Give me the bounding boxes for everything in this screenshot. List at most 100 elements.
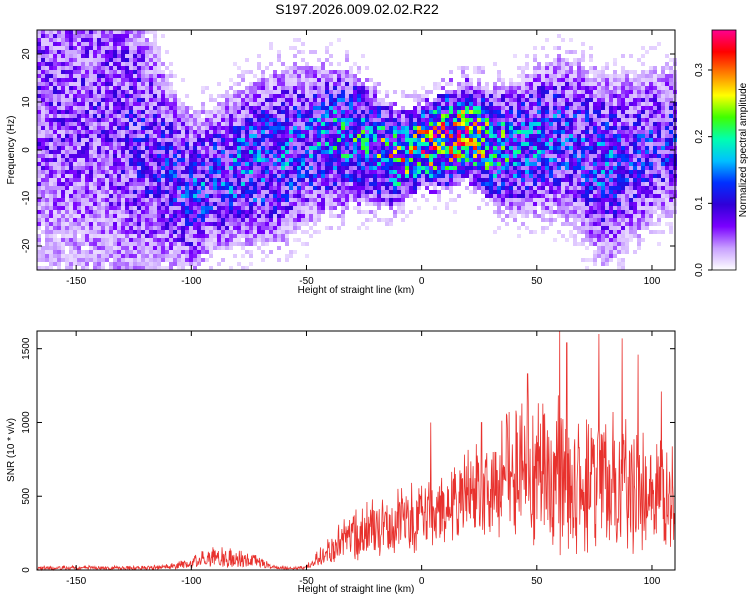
spectrogram-cell xyxy=(65,222,69,226)
spectrogram-cell xyxy=(353,134,357,138)
spectrogram-cell xyxy=(229,78,233,82)
spectrogram-cell xyxy=(145,142,149,146)
spectrogram-cell xyxy=(225,162,229,166)
spectrogram-cell xyxy=(73,46,77,50)
spectrogram-cell xyxy=(369,186,373,190)
spectrogram-cell xyxy=(261,110,265,114)
spectrogram-cell xyxy=(193,262,197,266)
spectrogram-cell xyxy=(65,54,69,58)
spectrogram-cell xyxy=(145,102,149,106)
spectrogram-cell xyxy=(369,122,373,126)
spectrogram-cell xyxy=(281,218,285,222)
spectrogram-cell xyxy=(129,258,133,262)
spectrogram-cell xyxy=(101,134,105,138)
spectrogram-cell xyxy=(149,210,153,214)
spectrogram-cell xyxy=(121,250,125,254)
spectrogram-cell xyxy=(329,62,333,66)
spectrogram-cell xyxy=(213,114,217,118)
spectrogram-cell xyxy=(81,82,85,86)
spectrogram-cell xyxy=(85,98,89,102)
spectrogram-cell xyxy=(249,122,253,126)
spectrogram-cell xyxy=(321,166,325,170)
spectrogram-cell xyxy=(249,182,253,186)
spectrogram-cell xyxy=(193,254,197,258)
spectrogram-cell xyxy=(185,182,189,186)
spectrogram-cell xyxy=(141,230,145,234)
spectrogram-cell xyxy=(109,58,113,62)
spectrogram-cell xyxy=(85,82,89,86)
spectrogram-cell xyxy=(89,138,93,142)
spectrogram-cell xyxy=(101,66,105,70)
spectrogram-cell xyxy=(285,158,289,162)
spectrogram-cell xyxy=(45,90,49,94)
spectrogram-cell xyxy=(381,142,385,146)
spectrogram-cell xyxy=(89,182,93,186)
spectrogram-cell xyxy=(253,98,257,102)
spectrogram-cell xyxy=(281,130,285,134)
spectrogram-cell xyxy=(481,158,485,162)
spectrogram-cell xyxy=(69,38,73,42)
spectrogram-cell xyxy=(165,150,169,154)
spectrogram-cell xyxy=(177,186,181,190)
spectrogram-cell xyxy=(37,138,41,142)
spectrogram-cell xyxy=(253,122,257,126)
spectrogram-cell xyxy=(45,214,49,218)
spectrogram-cell xyxy=(465,146,469,150)
spectrogram-cell xyxy=(329,90,333,94)
spectrogram-cell xyxy=(305,162,309,166)
spectrogram-cell xyxy=(285,174,289,178)
spectrogram-cell xyxy=(177,150,181,154)
spectrogram-cell xyxy=(333,106,337,110)
spectrogram-cell xyxy=(85,182,89,186)
spectrogram-cell xyxy=(361,86,365,90)
spectrogram-cell xyxy=(433,154,437,158)
spectrogram-cell xyxy=(157,66,161,70)
spectrogram-cell xyxy=(121,258,125,262)
spectrogram-cell xyxy=(249,126,253,130)
spectrogram-cell xyxy=(353,118,357,122)
spectrogram-cell xyxy=(253,138,257,142)
spectrogram-cell xyxy=(249,110,253,114)
spectrogram-cell xyxy=(217,178,221,182)
spectrogram-cell xyxy=(121,70,125,74)
spectrogram-cell xyxy=(153,166,157,170)
spectrogram-cell xyxy=(209,198,213,202)
spectrogram-cell xyxy=(313,90,317,94)
spectrogram-cell xyxy=(333,174,337,178)
spectrogram-cell xyxy=(433,98,437,102)
spectrogram-cell xyxy=(105,154,109,158)
spectrogram-cell xyxy=(137,58,141,62)
spectrogram-cell xyxy=(129,266,133,270)
spectrogram-cell xyxy=(197,178,201,182)
spectrogram-cell xyxy=(393,158,397,162)
spectrogram-cell xyxy=(125,126,129,130)
spectrogram-cell xyxy=(81,54,85,58)
spectrogram-cell xyxy=(145,214,149,218)
spectrogram-cell xyxy=(277,162,281,166)
spectrogram-cell xyxy=(169,98,173,102)
spectrogram-cell xyxy=(445,82,449,86)
spectrogram-cell xyxy=(353,138,357,142)
spectrogram-cell xyxy=(169,110,173,114)
spectrogram-cell xyxy=(41,210,45,214)
spectrogram-cell xyxy=(333,190,337,194)
spectrogram-cell xyxy=(129,230,133,234)
spectrogram-cell xyxy=(241,194,245,198)
spectrogram-cell xyxy=(57,106,61,110)
spectrogram-cell xyxy=(101,50,105,54)
spectrogram-cell xyxy=(121,126,125,130)
spectrogram-cell xyxy=(97,202,101,206)
spectrogram-cell xyxy=(197,130,201,134)
spectrogram-cell xyxy=(97,178,101,182)
spectrogram-cell xyxy=(265,118,269,122)
spectrogram-cell xyxy=(53,242,57,246)
spectrogram-cell xyxy=(441,150,445,154)
spectrogram-cell xyxy=(177,166,181,170)
spectrogram-cell xyxy=(169,266,173,270)
spectrogram-cell xyxy=(253,134,257,138)
spectrogram-cell xyxy=(217,206,221,210)
spectrogram-cell xyxy=(161,266,165,270)
spectrogram-cell xyxy=(273,198,277,202)
spectrogram-cell xyxy=(417,98,421,102)
spectrogram-cell xyxy=(309,118,313,122)
